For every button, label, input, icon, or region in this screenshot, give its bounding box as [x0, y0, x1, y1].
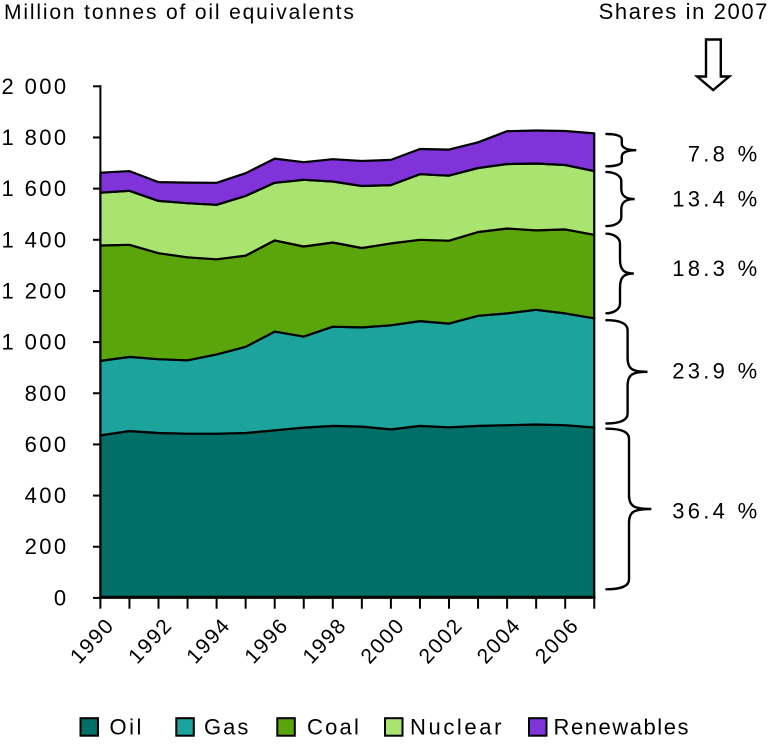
svg-text:Gas: Gas — [204, 715, 250, 740]
svg-text:800: 800 — [25, 381, 69, 406]
svg-text:Oil: Oil — [110, 715, 144, 740]
svg-text:18.3 %: 18.3 % — [672, 256, 760, 281]
svg-text:2 000: 2 000 — [1, 74, 68, 99]
svg-text:0: 0 — [54, 585, 69, 610]
svg-text:7.8 %: 7.8 % — [688, 142, 761, 167]
svg-text:13.4 %: 13.4 % — [672, 187, 760, 212]
svg-text:Million tonnes of oil equivale: Million tonnes of oil equivalents — [4, 1, 356, 24]
svg-text:1 400: 1 400 — [1, 227, 68, 252]
svg-text:1 600: 1 600 — [1, 176, 68, 201]
svg-text:23.9 %: 23.9 % — [672, 359, 760, 384]
svg-text:Coal: Coal — [307, 715, 361, 740]
svg-text:1 000: 1 000 — [1, 330, 68, 355]
svg-text:Shares in 2007: Shares in 2007 — [599, 0, 768, 24]
svg-text:Nuclear: Nuclear — [410, 715, 504, 740]
svg-text:36.4 %: 36.4 % — [672, 499, 760, 524]
svg-text:200: 200 — [25, 534, 69, 559]
svg-text:600: 600 — [25, 432, 69, 457]
svg-text:1 800: 1 800 — [1, 125, 68, 150]
svg-text:Renewables: Renewables — [554, 715, 691, 740]
svg-text:1 200: 1 200 — [1, 278, 68, 303]
svg-text:400: 400 — [25, 483, 69, 508]
